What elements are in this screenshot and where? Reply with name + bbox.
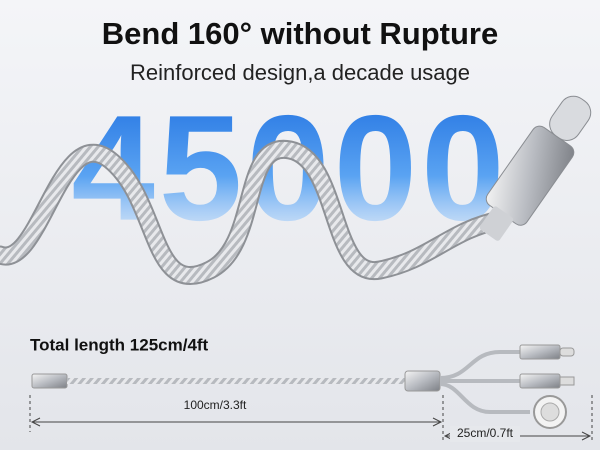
usb-c-connector [479,95,592,241]
cable [0,141,508,283]
cable-diagram [31,344,575,429]
total-length: Total length 125cm/4ft [30,335,209,354]
title: Bend 160° without Rupture [102,16,498,51]
subtitle: Reinforced design,a decade usage [130,60,470,85]
main-length: 100cm/3.3ft [184,398,247,412]
label-backdrop [450,426,520,442]
big-number: 45000 [71,84,508,252]
branch-length: 25cm/0.7ft [457,426,514,440]
